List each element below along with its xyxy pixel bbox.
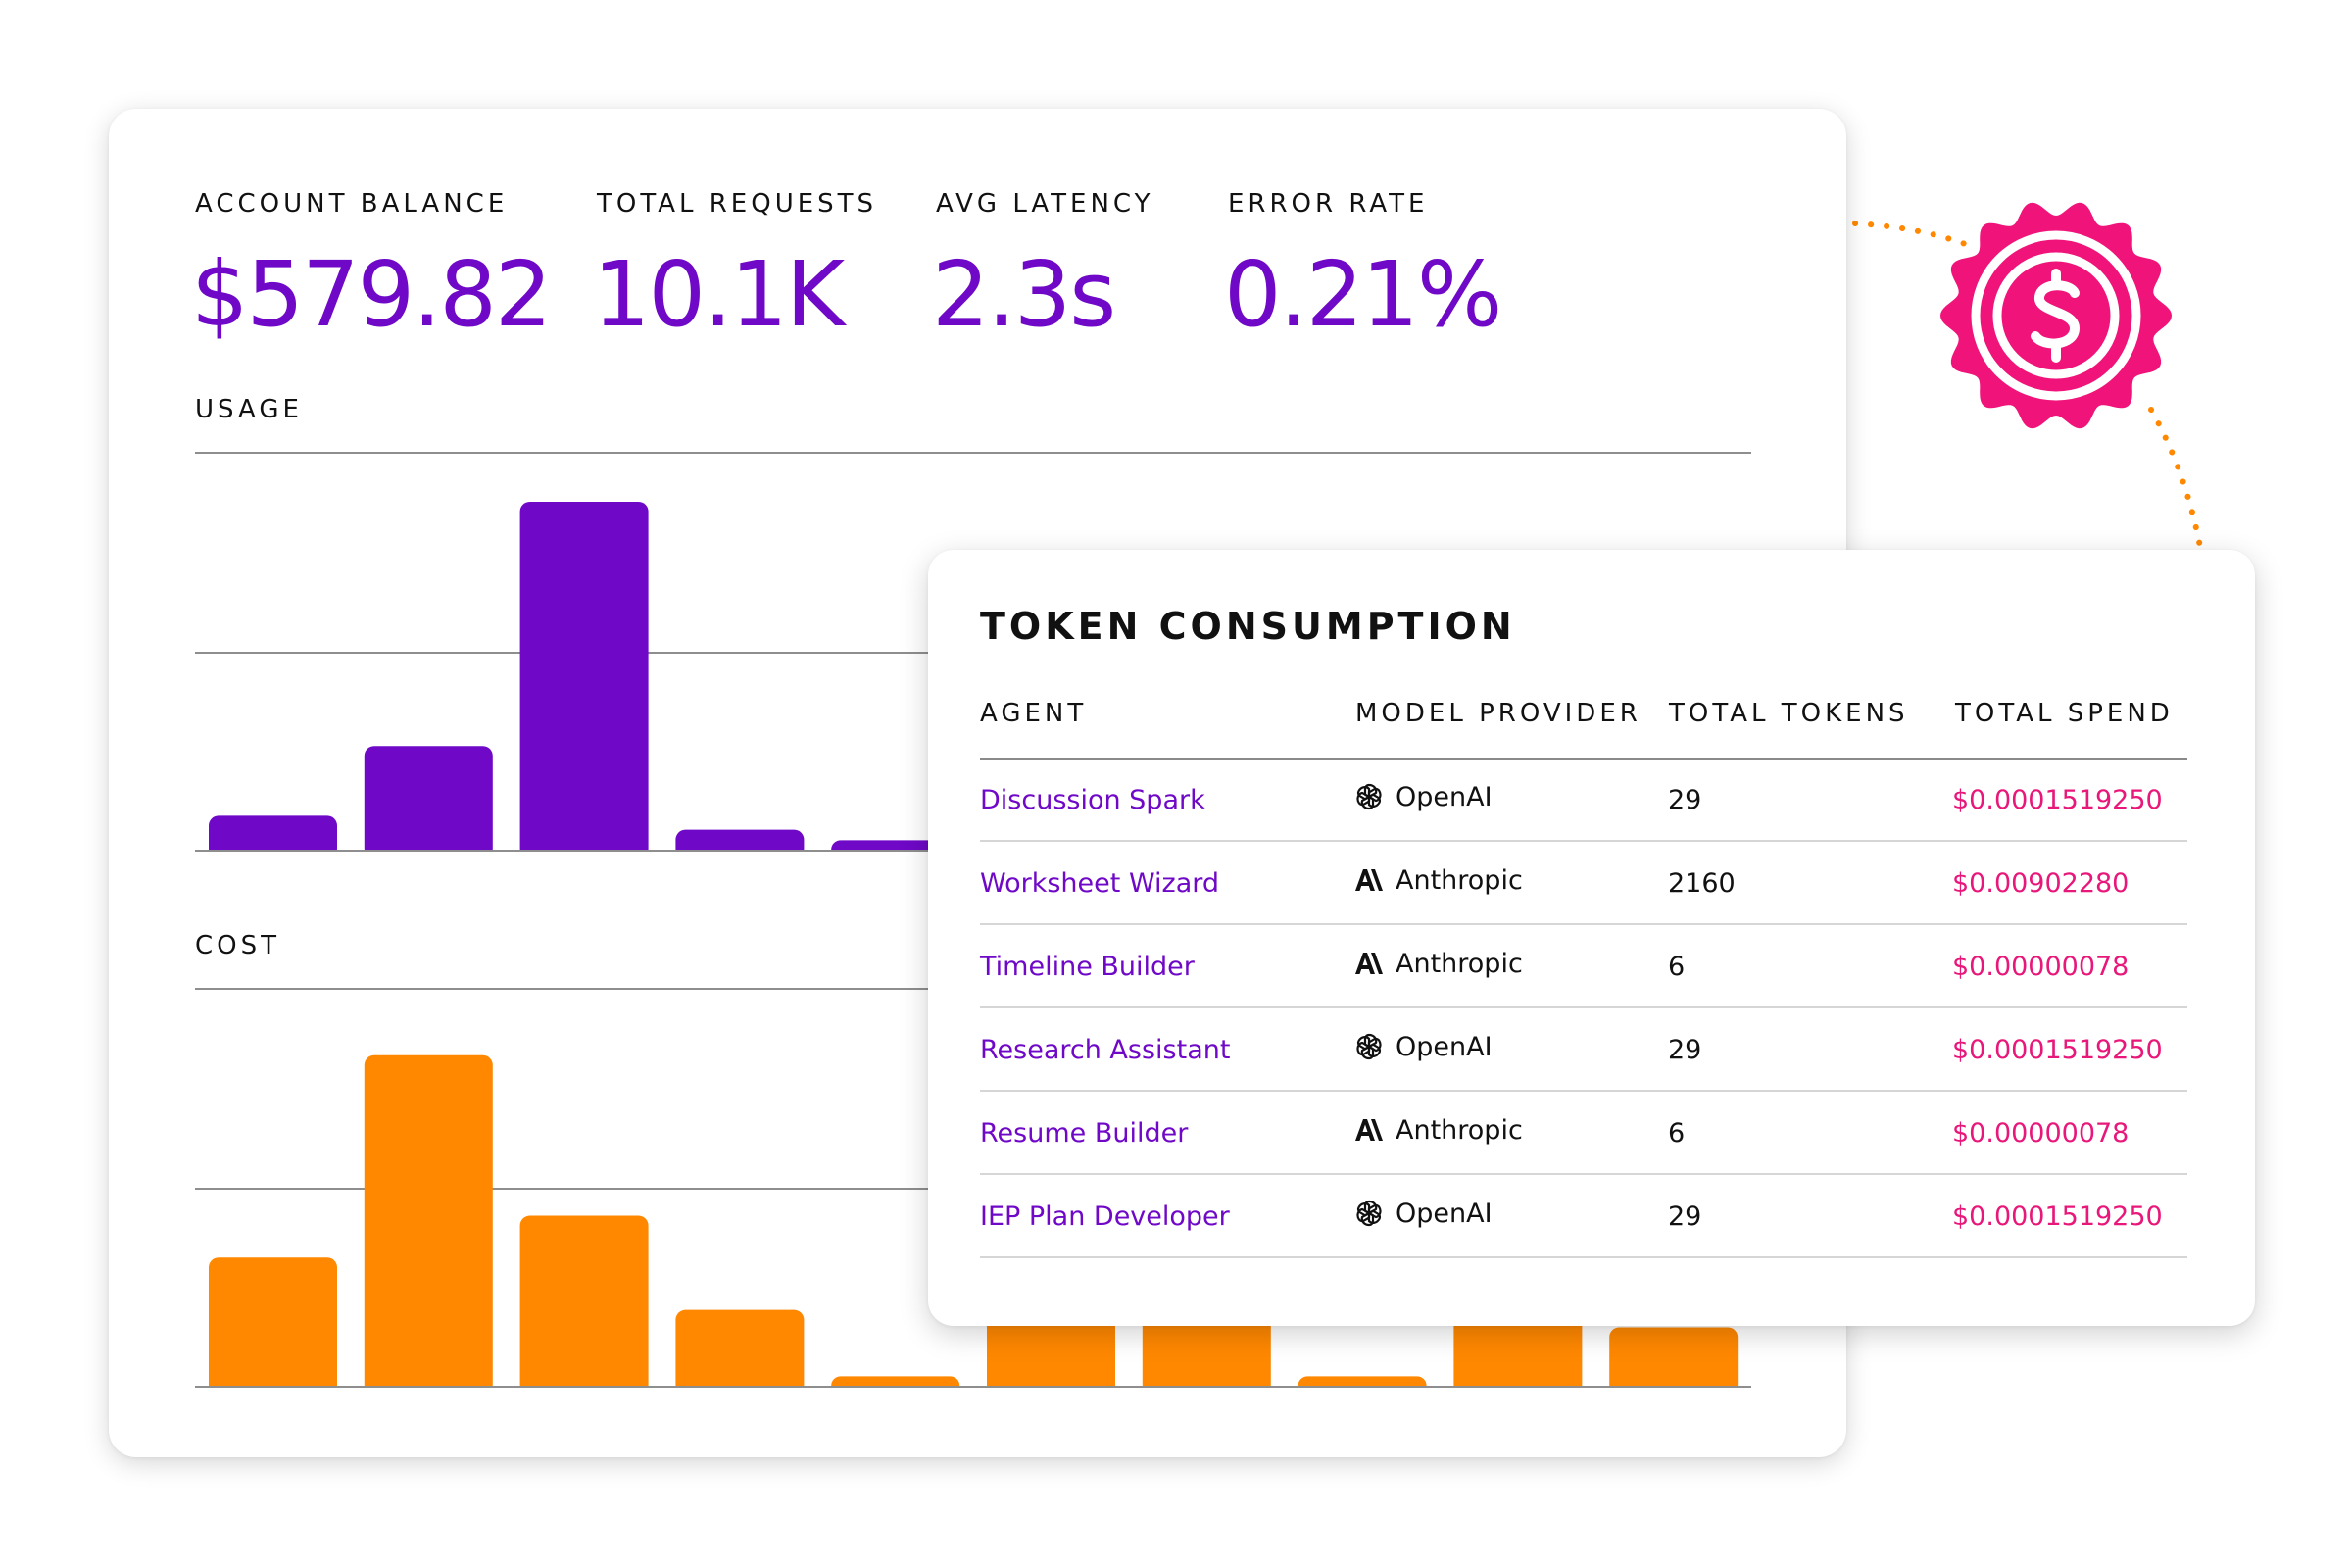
provider-name: OpenAI (1396, 1198, 1493, 1229)
stat-avg-latency: AVG LATENCY 2.3s (932, 189, 1154, 340)
agent-link[interactable]: Worksheet Wizard (980, 868, 1220, 899)
table-row: Timeline Builder Anthropic 6 $0.00000078 (980, 925, 2187, 1008)
provider-name: Anthropic (1396, 1114, 1523, 1146)
bar (209, 815, 337, 858)
token-consumption-title: TOKEN CONSUMPTION (980, 605, 1516, 648)
stat-label: ACCOUNT BALANCE (195, 189, 509, 219)
usage-label: USAGE (195, 395, 303, 424)
bar (519, 1215, 649, 1395)
total-tokens: 29 (1668, 1035, 1702, 1065)
provider-name: Anthropic (1396, 864, 1523, 896)
header-total-spend: TOTAL SPEND (1955, 699, 2174, 728)
provider-cell: Anthropic (1352, 1113, 1523, 1147)
bar (364, 746, 493, 858)
total-spend: $0.0001519250 (1952, 785, 2163, 815)
stat-value: $579.82 (191, 242, 552, 347)
total-spend: $0.00902280 (1952, 868, 2130, 899)
total-spend: $0.0001519250 (1952, 1035, 2163, 1065)
total-tokens: 6 (1668, 1118, 1686, 1149)
dollar-badge-icon (1940, 202, 2172, 429)
provider-cell: OpenAI (1352, 1030, 1493, 1063)
total-tokens: 29 (1668, 785, 1702, 815)
table-header: AGENT MODEL PROVIDER TOTAL TOKENS TOTAL … (980, 699, 2187, 760)
total-tokens: 6 (1668, 952, 1686, 982)
total-spend: $0.00000078 (1952, 1118, 2130, 1149)
token-consumption-card: TOKEN CONSUMPTION AGENT MODEL PROVIDER T… (928, 550, 2255, 1326)
stat-error-rate: ERROR RATE 0.21% (1224, 189, 1502, 340)
bar (675, 1309, 805, 1395)
table-body: Discussion Spark OpenAI 29 $0.0001519250 Wor… (980, 759, 2187, 1258)
anthropic-icon (1352, 1113, 1386, 1147)
table-row: Research Assistant OpenAI 29 $0.0001519250 (980, 1008, 2187, 1092)
baseline-mask (195, 1388, 1751, 1401)
provider-name: OpenAI (1396, 1031, 1493, 1062)
provider-name: Anthropic (1396, 948, 1523, 979)
stat-label: AVG LATENCY (936, 189, 1154, 219)
provider-name: OpenAI (1396, 781, 1493, 812)
agent-link[interactable]: Resume Builder (980, 1118, 1189, 1149)
bar (1609, 1327, 1739, 1395)
table-row: Discussion Spark OpenAI 29 $0.0001519250 (980, 759, 2187, 842)
anthropic-icon (1352, 947, 1386, 980)
total-tokens: 29 (1668, 1201, 1702, 1232)
provider-cell: OpenAI (1352, 1197, 1493, 1230)
agent-link[interactable]: Research Assistant (980, 1035, 1231, 1065)
header-total-tokens: TOTAL TOKENS (1669, 699, 1909, 728)
provider-cell: OpenAI (1352, 780, 1493, 813)
bar (519, 502, 649, 858)
cost-label: COST (195, 931, 281, 960)
total-tokens: 2160 (1668, 868, 1736, 899)
anthropic-icon (1352, 863, 1386, 897)
openai-icon (1352, 1197, 1386, 1230)
stat-label: ERROR RATE (1228, 189, 1429, 219)
stat-label: TOTAL REQUESTS (597, 189, 878, 219)
openai-icon (1352, 1030, 1386, 1063)
agent-link[interactable]: Timeline Builder (980, 952, 1195, 982)
total-spend: $0.0001519250 (1952, 1201, 2163, 1232)
stat-value: 2.3s (932, 242, 1116, 347)
total-spend: $0.00000078 (1952, 952, 2130, 982)
bar (364, 1054, 493, 1395)
header-agent: AGENT (980, 699, 1088, 728)
bar (209, 1257, 337, 1395)
agent-link[interactable]: Discussion Spark (980, 785, 1205, 815)
provider-cell: Anthropic (1352, 863, 1523, 897)
stat-value: 10.1K (593, 242, 845, 347)
stat-total-requests: TOTAL REQUESTS 10.1K (593, 189, 878, 340)
table-row: Resume Builder Anthropic 6 $0.00000078 (980, 1092, 2187, 1175)
agent-link[interactable]: IEP Plan Developer (980, 1201, 1230, 1232)
table-row: Worksheet Wizard Anthropic 2160 $0.00902280 (980, 842, 2187, 925)
stat-value: 0.21% (1224, 242, 1502, 347)
provider-cell: Anthropic (1352, 947, 1523, 980)
header-model-provider: MODEL PROVIDER (1355, 699, 1642, 728)
stat-account-balance: ACCOUNT BALANCE $579.82 (191, 189, 552, 340)
table-row: IEP Plan Developer OpenAI 29 $0.0001519250 (980, 1175, 2187, 1258)
openai-icon (1352, 780, 1386, 813)
